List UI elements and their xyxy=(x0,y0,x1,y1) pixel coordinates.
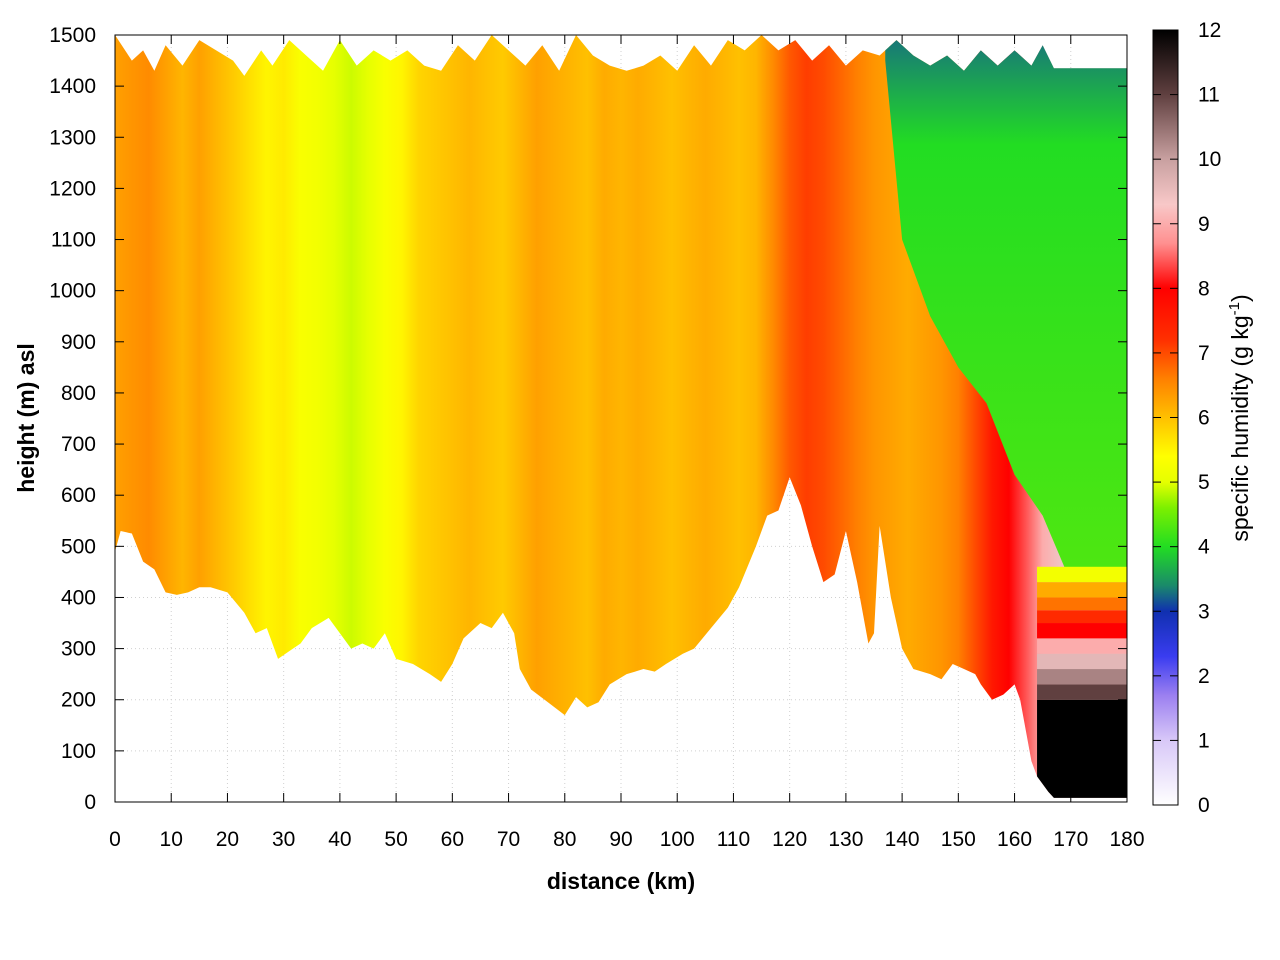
x-tick-label: 0 xyxy=(109,828,121,851)
colorbar-tick-label: 1 xyxy=(1198,729,1210,752)
y-tick-labels: 0 100 200 300 400 500 600 700 800 900 1000 1100 1200… xyxy=(49,24,96,814)
colorbar-tick-label: 5 xyxy=(1198,471,1210,494)
x-axis-title: distance (km) xyxy=(547,868,695,894)
colorbar-title: specific humidity (g kg-1) xyxy=(1226,294,1253,541)
surface-moist-layer xyxy=(1037,566,1127,583)
colorbar-tick-label: 10 xyxy=(1198,148,1221,171)
x-tick-label: 120 xyxy=(772,828,807,851)
surface-moist-layer xyxy=(1037,582,1127,598)
y-tick-label: 1100 xyxy=(51,229,96,252)
colorbar-title-end: ) xyxy=(1227,294,1253,302)
x-tick-label: 170 xyxy=(1053,828,1088,851)
x-tick-label: 140 xyxy=(885,828,920,851)
colorbar-tick-label: 6 xyxy=(1198,407,1210,430)
x-tick-label: 30 xyxy=(272,828,295,851)
y-tick-label: 400 xyxy=(61,586,96,609)
surface-moist-layer xyxy=(1037,638,1127,654)
y-tick-label: 700 xyxy=(61,433,96,456)
y-tick-label: 500 xyxy=(61,535,96,558)
colorbar-tick-label: 7 xyxy=(1198,342,1210,365)
axis-ticks xyxy=(114,34,1128,803)
y-tick-label: 1500 xyxy=(49,24,96,47)
surface-moist-layer xyxy=(1037,684,1127,700)
surface-moist-layer xyxy=(1037,669,1127,685)
y-tick-label: 800 xyxy=(61,382,96,405)
x-tick-label: 180 xyxy=(1109,828,1144,851)
colorbar-tick-label: 11 xyxy=(1198,84,1220,107)
x-tick-label: 110 xyxy=(717,828,750,851)
x-tick-label: 20 xyxy=(216,828,239,851)
y-tick-label: 100 xyxy=(61,740,96,763)
colorbar-tick-label: 2 xyxy=(1198,665,1210,688)
y-tick-label: 1400 xyxy=(49,75,96,98)
x-tick-label: 150 xyxy=(941,828,976,851)
y-tick-label: 1200 xyxy=(49,177,96,200)
surface-moist-layer xyxy=(1037,623,1127,639)
y-tick-label: 1000 xyxy=(49,280,96,303)
x-tick-label: 60 xyxy=(441,828,464,851)
y-tick-label: 900 xyxy=(61,331,96,354)
x-tick-label: 80 xyxy=(553,828,576,851)
colorbar-title-superscript: -1 xyxy=(1226,302,1243,315)
surface-moist-layer xyxy=(1037,597,1127,611)
x-tick-label: 70 xyxy=(497,828,520,851)
x-tick-label: 160 xyxy=(997,828,1032,851)
colorbar-tick-label: 8 xyxy=(1198,277,1210,300)
y-axis-title: height (m) asl xyxy=(13,343,39,493)
x-tick-label: 50 xyxy=(384,828,407,851)
x-tick-label: 90 xyxy=(609,828,632,851)
y-tick-label: 0 xyxy=(84,791,96,814)
colorbar-tick-label: 4 xyxy=(1198,536,1210,559)
x-tick-label: 100 xyxy=(660,828,695,851)
x-tick-label: 130 xyxy=(828,828,863,851)
y-tick-label: 300 xyxy=(61,638,96,661)
colorbar-tick-label: 0 xyxy=(1198,794,1210,817)
dry-airmass-region xyxy=(885,35,1127,583)
surface-moist-layer xyxy=(1037,699,1127,798)
colorbar-tick-label: 3 xyxy=(1198,600,1210,623)
y-tick-label: 200 xyxy=(61,689,96,712)
x-tick-label: 40 xyxy=(328,828,351,851)
colorbar-title-main: specific humidity (g kg xyxy=(1227,315,1253,541)
x-tick-label: 10 xyxy=(160,828,183,851)
colorbar-tick-label: 9 xyxy=(1198,213,1210,236)
colorbar-tick-label: 12 xyxy=(1198,19,1221,42)
surface-moist-layer xyxy=(1037,653,1127,670)
x-tick-labels: 0 10 20 30 40 50 60 70 80 90 100 110 120 130 140 150 160… xyxy=(109,828,1144,851)
surface-moist-layer xyxy=(1037,610,1127,624)
y-tick-label: 1300 xyxy=(49,126,96,149)
y-tick-label: 600 xyxy=(61,484,96,507)
